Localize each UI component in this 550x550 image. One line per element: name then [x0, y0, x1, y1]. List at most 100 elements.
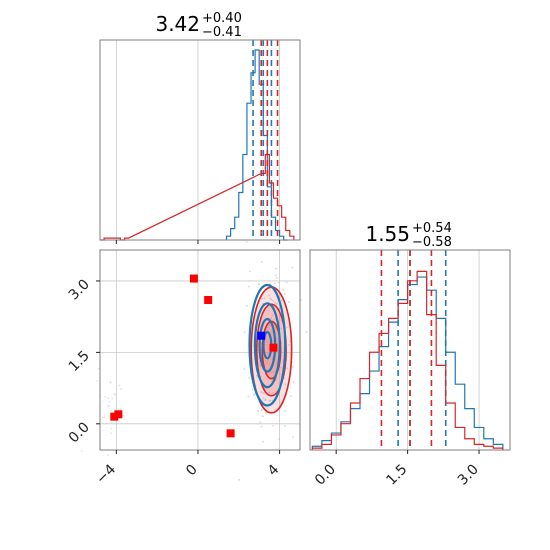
sample-point [248, 376, 250, 379]
sample-point [267, 326, 270, 329]
axes-frame [309, 249, 511, 451]
sample-point [262, 440, 265, 443]
sample-point [258, 360, 261, 363]
sample-point [269, 239, 271, 242]
sample-point [272, 299, 274, 302]
marker-red [269, 343, 278, 352]
sample-point [245, 240, 248, 243]
sample-point [274, 301, 276, 304]
panel-title-minus: −0.58 [412, 235, 452, 250]
sample-point [96, 380, 99, 382]
sample-point [283, 425, 286, 427]
sample-point [243, 331, 246, 334]
sample-point [260, 260, 263, 263]
sample-point [243, 368, 246, 371]
panel-title-plus: +0.40 [202, 11, 242, 26]
sample-point [118, 384, 121, 387]
sample-point [264, 399, 267, 402]
sample-point [266, 361, 269, 364]
sample-point [268, 362, 271, 365]
sample-point [107, 454, 109, 456]
sample-point [278, 281, 280, 284]
sample-point [282, 289, 285, 291]
contour-scatter-panel: −4 0 4 0.0 1.5 3.0 [66, 231, 308, 487]
sample-point [284, 410, 286, 412]
histogram-step-red [100, 153, 295, 241]
sample-point [103, 416, 106, 419]
sample-point [268, 309, 270, 312]
sample-point [258, 283, 260, 285]
sample-point [270, 317, 273, 319]
sample-point [108, 400, 111, 403]
panel-title-plus: +0.54 [412, 221, 452, 236]
sample-point [260, 425, 263, 428]
sample-point [268, 400, 271, 402]
sample-point [266, 306, 269, 309]
sample-point [271, 399, 274, 402]
sample-point [238, 478, 241, 481]
sample-point [274, 267, 277, 270]
sample-point [248, 285, 250, 288]
sample-point [268, 391, 270, 394]
sample-point [265, 387, 267, 390]
sample-point [261, 231, 263, 234]
sample-point [281, 299, 283, 302]
sample-point [120, 388, 122, 390]
marker-red [204, 296, 213, 304]
sample-point [262, 392, 265, 395]
sample-point [122, 414, 125, 417]
sample-point [262, 415, 264, 418]
x-tick-label: 1.5 [383, 462, 410, 489]
sample-point [280, 327, 282, 330]
sample-point [268, 323, 271, 326]
sample-point [289, 395, 292, 398]
sample-point [257, 410, 260, 412]
x-tick-label: 4 [265, 461, 283, 479]
axes-frame [99, 249, 301, 451]
sample-point [104, 395, 107, 398]
sample-point [119, 408, 122, 411]
sample-point [259, 363, 261, 366]
sample-point [263, 297, 266, 300]
sample-point [275, 274, 277, 277]
sample-point [287, 344, 290, 346]
y-tick-label: 3.0 [66, 276, 93, 303]
sample-point [259, 365, 261, 368]
sample-point [101, 416, 104, 419]
sample-point [273, 318, 276, 321]
sample-point [269, 297, 272, 300]
sample-point [260, 297, 263, 300]
sample-point [268, 294, 271, 297]
sample-point [247, 395, 250, 398]
sample-point [273, 370, 276, 373]
sample-point [266, 352, 269, 355]
contour-blue-level-1 [253, 302, 281, 389]
panel-title-value: 1.55 [365, 222, 410, 246]
sample-point [271, 392, 274, 394]
x-tick-label: 0.0 [312, 462, 339, 489]
sample-point [285, 281, 288, 284]
sample-point [291, 366, 294, 368]
sample-point [97, 367, 100, 370]
sample-point [275, 302, 278, 305]
sample-point [265, 340, 268, 343]
sample-point [110, 427, 113, 430]
sample-point [270, 371, 273, 374]
sample-point [111, 397, 114, 400]
sample-point [276, 337, 278, 340]
sample-point [267, 359, 269, 362]
sample-point [110, 432, 113, 435]
sample-point [106, 405, 109, 408]
sample-point [260, 408, 263, 411]
sample-point [286, 367, 289, 370]
histogram-step-blue [225, 49, 288, 241]
hist-param2-panel: 0.0 1.5 3.0 1.55 +0.54−0.58 [309, 221, 511, 489]
sample-point [288, 301, 291, 303]
sample-point [265, 336, 268, 339]
sample-point [113, 393, 116, 396]
marker-blue [257, 331, 266, 340]
sample-point [267, 341, 270, 344]
sample-point [278, 382, 280, 385]
sample-point [273, 282, 276, 285]
